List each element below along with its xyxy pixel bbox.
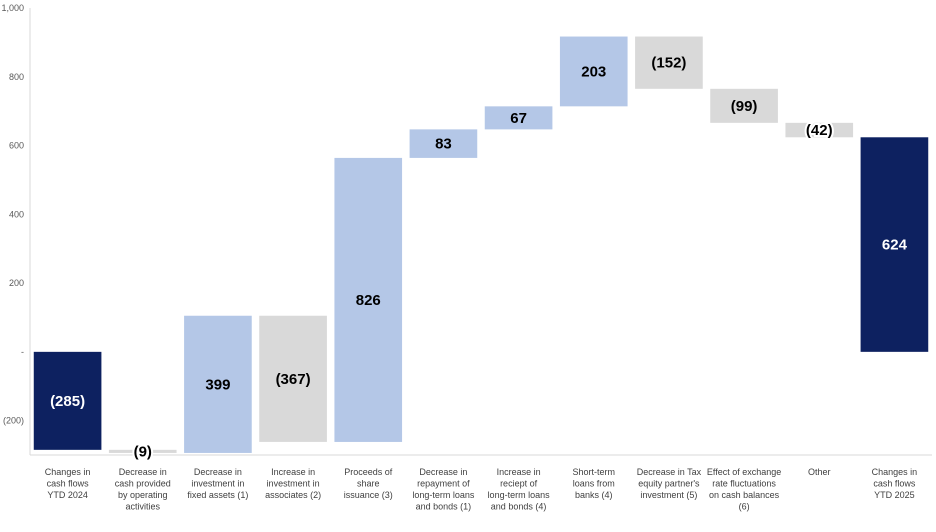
category-label: and bonds (4) bbox=[491, 502, 547, 512]
category-label: YTD 2024 bbox=[47, 490, 88, 500]
category-label: activities bbox=[125, 502, 160, 512]
bar-total bbox=[860, 137, 929, 352]
category-label: Effect of exchange bbox=[707, 467, 781, 477]
category-label: Changes in bbox=[45, 467, 91, 477]
category-label: Decrease in bbox=[119, 467, 167, 477]
data-label: (367) bbox=[276, 371, 311, 388]
category-label: Proceeds of bbox=[344, 467, 393, 477]
category-label: and bonds (1) bbox=[416, 502, 472, 512]
y-tick-label: 600 bbox=[9, 141, 24, 151]
category-label: Decrease in Tax bbox=[637, 467, 702, 477]
category-label: equity partner's bbox=[638, 479, 700, 489]
bar-decrease bbox=[259, 315, 327, 442]
category-label: fixed assets (1) bbox=[187, 490, 248, 500]
category-label: long-term loans bbox=[488, 490, 551, 500]
category-label: share bbox=[357, 479, 380, 489]
data-label: (152) bbox=[651, 55, 686, 72]
category-label: investment in bbox=[191, 479, 244, 489]
category-label: banks (4) bbox=[575, 490, 613, 500]
category-label: associates (2) bbox=[265, 490, 321, 500]
bar-decrease bbox=[635, 36, 703, 89]
bar-increase bbox=[484, 106, 553, 130]
bar-increase bbox=[334, 157, 403, 442]
data-label: (9) bbox=[134, 443, 152, 460]
bar-total bbox=[33, 351, 102, 450]
category-label: by operating bbox=[118, 490, 168, 500]
category-label: Decrease in bbox=[419, 467, 467, 477]
category-label: on cash balances bbox=[709, 490, 780, 500]
data-label: 826 bbox=[356, 292, 381, 309]
bar-increase bbox=[559, 36, 628, 107]
category-label: (6) bbox=[739, 502, 750, 512]
bar-layer bbox=[33, 36, 929, 453]
category-label: YTD 2025 bbox=[874, 490, 915, 500]
bar-increase bbox=[409, 129, 478, 158]
y-tick-label: - bbox=[21, 347, 24, 357]
y-tick-label: (200) bbox=[3, 416, 24, 426]
y-tick-label: 1,000 bbox=[1, 3, 24, 13]
data-label: 83 bbox=[435, 136, 452, 153]
category-label: reciept of bbox=[500, 479, 538, 489]
y-tick-label: 800 bbox=[9, 72, 24, 82]
axis-layer: 1,000 800 600 400 200 - (200) bbox=[1, 3, 932, 456]
category-label: Increase in bbox=[497, 467, 541, 477]
category-label: Decrease in bbox=[194, 467, 242, 477]
y-tick-label: 200 bbox=[9, 278, 24, 288]
bar-decrease bbox=[710, 88, 778, 123]
category-label: rate fluctuations bbox=[712, 479, 776, 489]
data-label: 203 bbox=[581, 63, 606, 80]
data-label: (285) bbox=[50, 393, 85, 410]
data-label: 399 bbox=[205, 376, 230, 393]
category-label: repayment of bbox=[417, 479, 470, 489]
category-label: cash flows bbox=[873, 479, 916, 489]
category-label: issuance (3) bbox=[344, 490, 393, 500]
category-label: Increase in bbox=[271, 467, 315, 477]
category-label: Other bbox=[808, 467, 831, 477]
category-label: long-term loans bbox=[412, 490, 475, 500]
bar-decrease bbox=[108, 449, 177, 453]
label-layer: (285) (9) 399 (367) 826 83 67 203 (152) (99) (42) 6… bbox=[50, 55, 908, 463]
category-label: Short-term bbox=[572, 467, 615, 477]
category-label: cash provided bbox=[115, 479, 171, 489]
category-label: Changes in bbox=[872, 467, 918, 477]
data-label: (99) bbox=[731, 98, 758, 115]
category-label: investment (5) bbox=[640, 490, 697, 500]
y-tick-label: 400 bbox=[9, 209, 24, 219]
category-label: cash flows bbox=[47, 479, 90, 489]
category-label: loans from bbox=[573, 479, 615, 489]
bar-decrease bbox=[785, 122, 854, 138]
data-label: 624 bbox=[882, 237, 908, 254]
data-label: 67 bbox=[510, 110, 527, 127]
category-label: investment in bbox=[267, 479, 320, 489]
bar-increase bbox=[184, 315, 252, 453]
data-label: (42) bbox=[806, 122, 833, 139]
